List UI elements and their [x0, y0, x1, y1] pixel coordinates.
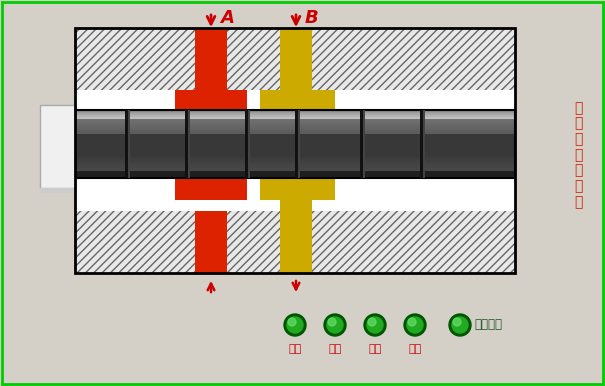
Bar	[75, 28, 515, 90]
Bar	[75, 169, 515, 172]
Bar	[75, 137, 515, 140]
Text: A: A	[220, 9, 234, 27]
Bar	[75, 159, 515, 162]
Bar	[75, 112, 515, 114]
Text: 左位: 左位	[289, 344, 302, 354]
Bar	[298, 110, 300, 178]
Bar	[175, 178, 247, 200]
Bar	[175, 90, 247, 110]
Bar	[75, 120, 515, 123]
Bar	[75, 166, 515, 169]
Bar	[75, 157, 515, 160]
Circle shape	[408, 318, 416, 326]
Bar	[75, 124, 515, 126]
Bar	[75, 147, 515, 150]
Bar	[75, 127, 515, 130]
Bar	[75, 163, 515, 165]
Bar	[75, 211, 515, 273]
Bar	[75, 154, 515, 157]
Circle shape	[327, 317, 343, 333]
Circle shape	[328, 318, 336, 326]
Bar	[245, 110, 248, 178]
Bar	[75, 146, 515, 148]
Bar	[75, 176, 515, 179]
Bar	[75, 141, 515, 143]
Text: 右位: 右位	[368, 344, 382, 354]
Bar	[75, 164, 515, 167]
Bar	[75, 142, 515, 145]
Bar	[75, 139, 515, 142]
Bar	[75, 129, 515, 131]
Bar	[75, 122, 515, 125]
Circle shape	[404, 314, 426, 336]
Bar	[295, 110, 298, 178]
Bar	[260, 110, 280, 130]
Text: 停止: 停止	[408, 344, 422, 354]
Bar	[75, 161, 515, 164]
Bar	[75, 113, 515, 116]
Circle shape	[324, 314, 346, 336]
Bar	[75, 119, 515, 121]
Bar	[195, 158, 247, 180]
Bar	[75, 152, 515, 155]
Bar	[75, 173, 515, 176]
Bar	[75, 115, 515, 118]
Bar	[75, 135, 515, 138]
Bar	[75, 28, 515, 273]
Bar	[75, 156, 515, 159]
Circle shape	[287, 317, 303, 333]
Bar	[75, 149, 515, 152]
Bar	[75, 151, 515, 154]
Circle shape	[453, 318, 461, 326]
Bar	[75, 117, 515, 120]
Bar	[280, 28, 312, 90]
Circle shape	[367, 317, 383, 333]
Bar	[195, 28, 227, 90]
Circle shape	[288, 318, 296, 326]
Bar	[280, 200, 312, 273]
Bar	[195, 211, 227, 273]
Bar	[75, 110, 515, 178]
Bar	[75, 174, 515, 177]
Circle shape	[407, 317, 423, 333]
Bar	[75, 110, 515, 113]
Circle shape	[284, 314, 306, 336]
Circle shape	[449, 314, 471, 336]
Bar	[125, 110, 128, 178]
Text: 中位: 中位	[329, 344, 342, 354]
Text: 三
位
五
通
换
向
阀: 三 位 五 通 换 向 阀	[574, 101, 582, 209]
Bar	[363, 110, 365, 178]
Bar	[185, 110, 188, 178]
Bar	[423, 110, 425, 178]
Bar	[75, 168, 515, 171]
Bar	[75, 144, 515, 147]
Bar	[195, 110, 227, 178]
Circle shape	[368, 318, 376, 326]
Bar	[75, 28, 515, 273]
Bar	[360, 110, 363, 178]
Bar	[260, 90, 335, 110]
Bar	[75, 134, 515, 137]
Bar	[75, 171, 515, 174]
Text: 返回上页: 返回上页	[474, 318, 502, 332]
Bar	[75, 132, 515, 135]
Bar	[40, 188, 75, 193]
Bar	[128, 110, 130, 178]
Bar	[420, 110, 423, 178]
Bar	[248, 110, 250, 178]
Bar	[75, 125, 515, 128]
Bar	[40, 105, 75, 188]
Bar	[188, 110, 190, 178]
Bar	[75, 130, 515, 133]
Bar	[280, 110, 312, 178]
Circle shape	[364, 314, 386, 336]
Circle shape	[452, 317, 468, 333]
Bar	[260, 178, 335, 200]
Text: B: B	[305, 9, 319, 27]
Bar	[260, 178, 280, 200]
